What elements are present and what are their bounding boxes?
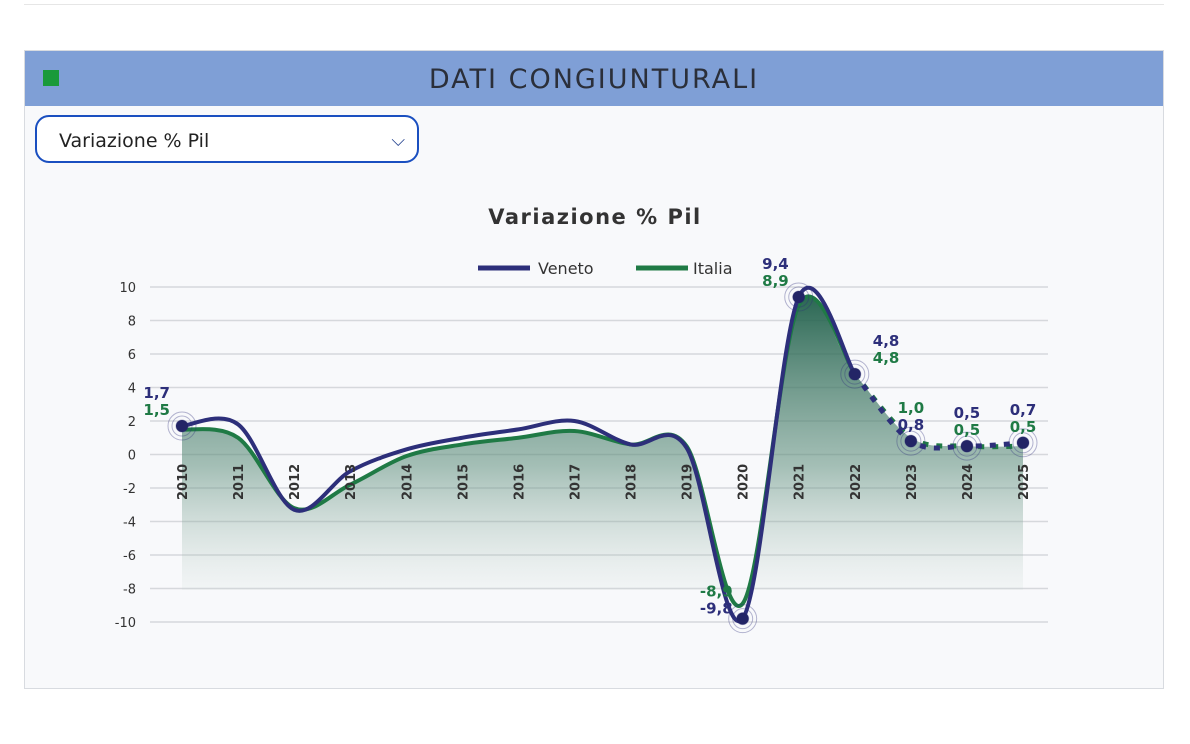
panel-header: DATI CONGIUNTURALI: [25, 51, 1163, 106]
y-tick-label: 10: [119, 281, 136, 296]
x-tick-label: 2013: [344, 464, 359, 500]
x-tick-label: 2021: [793, 464, 808, 500]
select-value: Variazione % Pil: [59, 130, 210, 152]
point-halo: [844, 363, 866, 385]
italia-data-label: -8,9: [700, 583, 733, 601]
veneto-data-label: 0,5: [954, 404, 981, 422]
y-tick-label: -4: [123, 516, 136, 531]
legend-veneto-label[interactable]: Veneto: [538, 259, 594, 278]
x-tick-label: 2025: [1017, 464, 1032, 500]
point-halo: [900, 430, 922, 452]
y-tick-label: -2: [123, 482, 136, 497]
point-halo: [788, 286, 810, 308]
x-tick-label: 2019: [681, 464, 696, 500]
y-tick-label: -6: [123, 549, 136, 564]
point-halo: [1012, 432, 1034, 454]
legend-italia-label[interactable]: Italia: [693, 259, 733, 278]
y-tick-label: 6: [128, 348, 136, 363]
veneto-point[interactable]: [960, 440, 973, 453]
point-halo: [171, 415, 193, 437]
indicator-square-icon: [43, 70, 59, 86]
italia-area: [182, 295, 1023, 606]
top-divider: [24, 0, 1164, 5]
veneto-line: [181, 285, 857, 624]
y-tick-label: -10: [115, 616, 136, 631]
x-tick-label: 2012: [288, 464, 303, 500]
x-tick-label: 2024: [961, 464, 976, 500]
point-halo: [952, 431, 982, 461]
x-tick-label: 2017: [568, 464, 583, 500]
x-tick-label: 2020: [737, 464, 752, 500]
y-tick-label: 8: [128, 315, 136, 330]
y-tick-label: -8: [123, 583, 136, 598]
veneto-point[interactable]: [792, 291, 805, 304]
veneto-point[interactable]: [1017, 436, 1029, 449]
italia-data-label: 1,5: [143, 401, 170, 419]
indicator-select[interactable]: Variazione % Pil ⌵: [35, 115, 419, 163]
x-tick-label: 2015: [456, 464, 471, 500]
x-tick-label: 2016: [512, 464, 527, 500]
italia-data-label: 0,5: [1010, 418, 1037, 436]
italia-data-label: 8,9: [762, 272, 789, 290]
x-tick-label: 2011: [232, 464, 247, 500]
point-halo: [956, 435, 978, 457]
x-tick-label: 2010: [176, 464, 191, 500]
veneto-data-label: 1,7: [143, 384, 170, 402]
point-halo: [167, 411, 197, 441]
veneto-point[interactable]: [736, 612, 749, 625]
italia-data-label: 1,0: [898, 399, 925, 417]
veneto-forecast-line: [852, 372, 1024, 451]
veneto-point[interactable]: [176, 420, 188, 433]
x-tick-label: 2018: [625, 464, 640, 500]
veneto-data-label: 9,4: [762, 255, 789, 273]
veneto-data-label: 0,7: [1010, 401, 1037, 419]
veneto-point[interactable]: [848, 368, 861, 381]
point-halo: [840, 359, 870, 389]
x-tick-label: 2023: [905, 464, 920, 500]
x-tick-label: 2014: [400, 464, 415, 500]
chevron-down-icon: ⌵: [391, 130, 405, 151]
italia-data-label: 4,8: [873, 349, 900, 367]
point-halo: [896, 426, 926, 456]
point-halo: [784, 282, 814, 312]
legend[interactable]: Veneto Italia: [478, 259, 733, 278]
y-tick-label: 4: [128, 382, 136, 397]
panel-title: DATI CONGIUNTURALI: [428, 64, 760, 95]
x-tick-label: 2022: [849, 464, 864, 500]
point-halo: [728, 604, 758, 634]
veneto-point[interactable]: [904, 435, 917, 448]
point-halo: [732, 608, 754, 630]
y-tick-label: 0: [128, 449, 136, 464]
chart-title: Variazione % Pil: [488, 205, 702, 229]
veneto-data-label: 4,8: [873, 332, 900, 350]
y-tick-label: 2: [128, 415, 136, 430]
veneto-data-label: -9,8: [700, 600, 733, 618]
veneto-data-label: 0,8: [898, 416, 925, 434]
italia-data-label: 0,5: [954, 421, 981, 439]
point-halo: [1008, 428, 1038, 458]
